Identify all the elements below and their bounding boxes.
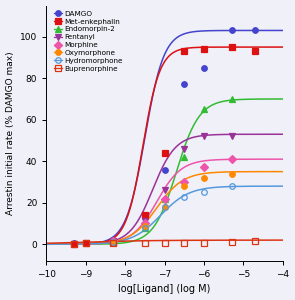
Legend: DAMGO, Met-enkephalin, Endomorpin-2, Fentanyl, Morphine, Oxymorphone, Hydromorph: DAMGO, Met-enkephalin, Endomorpin-2, Fen… [53, 9, 124, 73]
X-axis label: log[Ligand] (log M): log[Ligand] (log M) [119, 284, 211, 294]
Y-axis label: Arrestin initial rate (% DAMGO max): Arrestin initial rate (% DAMGO max) [6, 51, 14, 215]
